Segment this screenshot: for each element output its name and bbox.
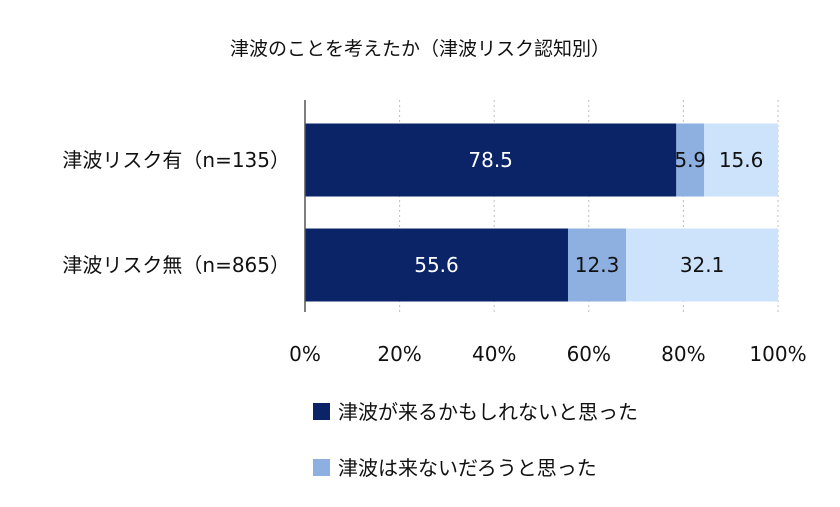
bar-segment: [626, 228, 778, 302]
data-label: 78.5: [468, 148, 513, 172]
legend-swatch: [313, 459, 330, 476]
x-tick-label: 80%: [661, 342, 705, 366]
x-tick-label: 40%: [472, 342, 516, 366]
bar-segment: [305, 228, 568, 302]
category-label: 津波リスク無（n=865）: [62, 253, 290, 277]
x-tick-label: 100%: [749, 342, 806, 366]
bar-segment: [676, 123, 705, 197]
data-label: 15.6: [719, 148, 764, 172]
legend-entry: 津波は来ないだろうと思った: [338, 456, 597, 480]
x-tick-label: 0%: [289, 342, 321, 366]
bar-segment: [704, 123, 778, 197]
data-label: 32.1: [680, 253, 725, 277]
bar-segment: [567, 228, 627, 302]
x-tick-label: 20%: [377, 342, 421, 366]
chart-title: 津波のことを考えたか（津波リスク認知別）: [229, 38, 610, 60]
bar-segment: [305, 123, 677, 197]
data-label: 55.6: [414, 253, 459, 277]
legend-entry: 津波が来るかもしれないと思った: [338, 400, 638, 424]
data-label: 12.3: [575, 253, 620, 277]
data-label: 5.9: [674, 148, 706, 172]
legend-swatch: [313, 403, 330, 420]
x-tick-label: 60%: [567, 342, 611, 366]
category-label: 津波リスク有（n=135）: [62, 148, 290, 172]
